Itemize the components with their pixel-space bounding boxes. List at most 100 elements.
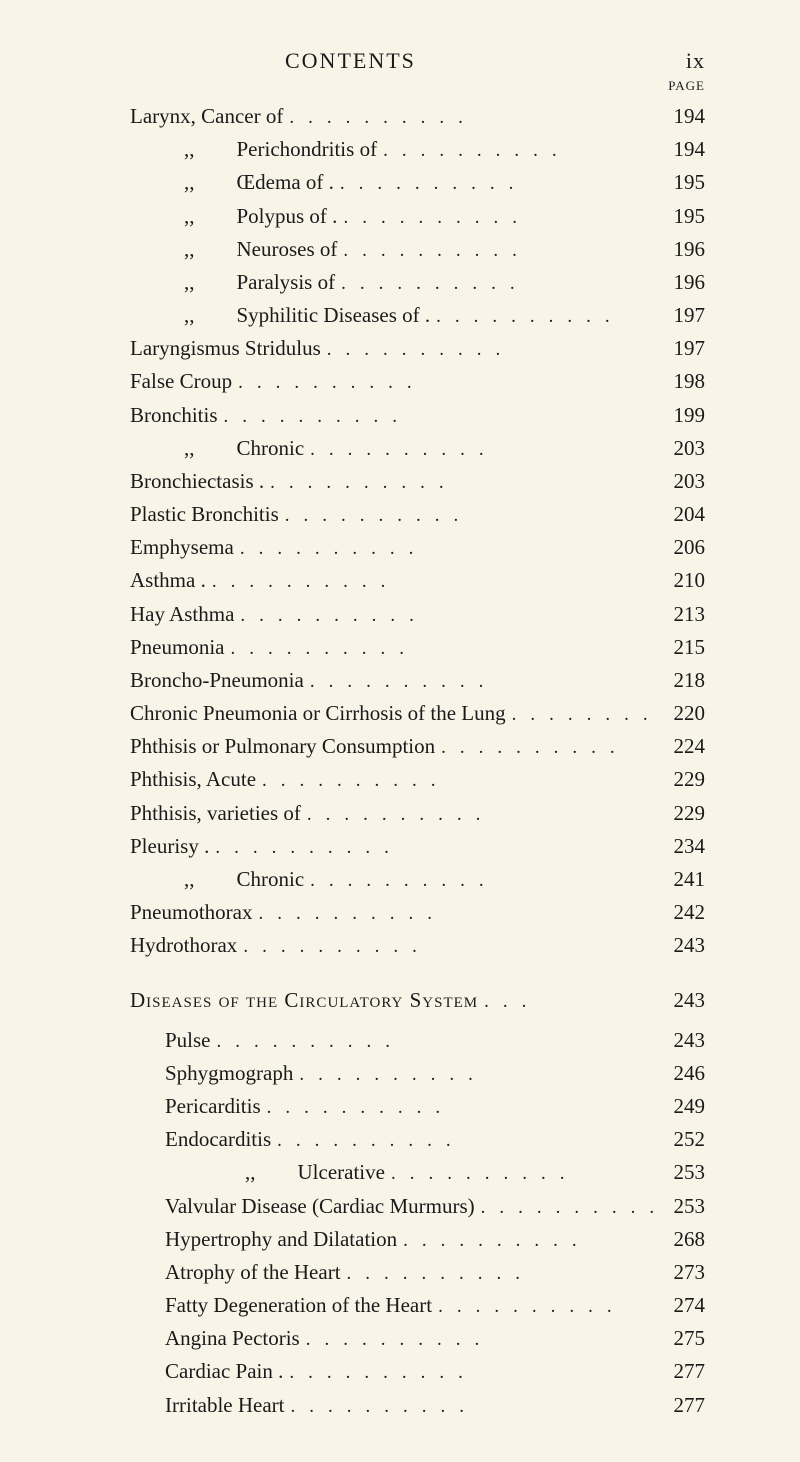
toc-page-number: 220 bbox=[661, 697, 705, 730]
toc-page-number: 268 bbox=[661, 1223, 705, 1256]
leader-dots: .......... bbox=[307, 800, 655, 830]
toc-page-number: 246 bbox=[661, 1057, 705, 1090]
leader-dots: .......... bbox=[343, 203, 655, 233]
toc-page-number: 196 bbox=[661, 266, 705, 299]
toc-row: Hypertrophy and Dilatation..........268 bbox=[165, 1223, 705, 1256]
toc-page-number: 199 bbox=[661, 399, 705, 432]
toc-page-number: 204 bbox=[661, 498, 705, 531]
toc-page-number: 229 bbox=[661, 763, 705, 796]
toc-row: Emphysema..........206 bbox=[130, 531, 705, 564]
toc-label: ,, Perichondritis of bbox=[184, 133, 377, 166]
leader-dots: .......... bbox=[481, 1193, 655, 1223]
toc-label: Phthisis or Pulmonary Consumption bbox=[130, 730, 435, 763]
toc-label: ,, Polypus of . bbox=[184, 200, 337, 233]
leader-dots: .......... bbox=[262, 766, 655, 796]
toc-row: Hydrothorax..........243 bbox=[130, 929, 705, 962]
toc-row: Laryngismus Stridulus..........197 bbox=[130, 332, 705, 365]
leader-dots: .......... bbox=[267, 1093, 655, 1123]
toc-row: ,, Chronic..........203 bbox=[130, 432, 705, 465]
toc-row: Cardiac Pain ...........277 bbox=[165, 1355, 705, 1388]
toc-page-number: 218 bbox=[661, 664, 705, 697]
toc-label: ,, Neuroses of bbox=[184, 233, 337, 266]
leader-dots: .......... bbox=[512, 700, 655, 730]
header-row: CONTENTS ix bbox=[130, 48, 705, 74]
toc-page-number: 243 bbox=[661, 1024, 705, 1057]
page-container: CONTENTS ix PAGE Larynx, Cancer of......… bbox=[0, 0, 800, 1462]
toc-page-number: 249 bbox=[661, 1090, 705, 1123]
toc-row: Larynx, Cancer of..........194 bbox=[130, 100, 705, 133]
toc-page-number: 197 bbox=[661, 299, 705, 332]
toc-row: Phthisis or Pulmonary Consumption.......… bbox=[130, 730, 705, 763]
toc-label: Hypertrophy and Dilatation bbox=[165, 1223, 397, 1256]
leader-dots: .......... bbox=[341, 269, 655, 299]
toc-label: Broncho-Pneumonia bbox=[130, 664, 304, 697]
leader-dots: .......... bbox=[436, 302, 655, 332]
leader-dots: .......... bbox=[438, 1292, 655, 1322]
toc-row: Fatty Degeneration of the Heart.........… bbox=[165, 1289, 705, 1322]
toc-page-number: 203 bbox=[661, 465, 705, 498]
leader-dots: .......... bbox=[306, 1325, 655, 1355]
section-heading: Diseases of the Circulatory System bbox=[130, 984, 478, 1017]
toc-label: Emphysema bbox=[130, 531, 234, 564]
toc-row: ,, Syphilitic Diseases of ...........197 bbox=[130, 299, 705, 332]
toc-row: ,, Chronic..........241 bbox=[130, 863, 705, 896]
toc-row: Endocarditis..........252 bbox=[165, 1123, 705, 1156]
toc-row: Broncho-Pneumonia..........218 bbox=[130, 664, 705, 697]
leader-dots: .......... bbox=[291, 1392, 655, 1422]
leader-dots: .......... bbox=[258, 899, 655, 929]
leader-dots: .......... bbox=[299, 1060, 655, 1090]
leader-dots: .......... bbox=[310, 667, 655, 697]
toc-row: Bronchiectasis ...........203 bbox=[130, 465, 705, 498]
toc-page-number: 274 bbox=[661, 1289, 705, 1322]
toc-label: Irritable Heart bbox=[165, 1389, 285, 1422]
leader-dots: .......... bbox=[327, 335, 655, 365]
toc-page-number: 197 bbox=[661, 332, 705, 365]
leader-dots: .......... bbox=[240, 601, 655, 631]
toc-row: Angina Pectoris..........275 bbox=[165, 1322, 705, 1355]
toc-page-number: 224 bbox=[661, 730, 705, 763]
toc-page-number: 206 bbox=[661, 531, 705, 564]
toc-page-number: 215 bbox=[661, 631, 705, 664]
toc-label: ,, Chronic bbox=[184, 863, 304, 896]
leader-dots: .......... bbox=[289, 103, 655, 133]
toc-row: Pleurisy ...........234 bbox=[130, 830, 705, 863]
leader-dots: .......... bbox=[215, 833, 655, 863]
leader-dots: .......... bbox=[231, 634, 656, 664]
toc-page-number: 242 bbox=[661, 896, 705, 929]
toc-page-number: 277 bbox=[661, 1355, 705, 1388]
toc-row: Atrophy of the Heart..........273 bbox=[165, 1256, 705, 1289]
toc-label: Valvular Disease (Cardiac Murmurs) bbox=[165, 1190, 475, 1223]
toc-label: Pulse bbox=[165, 1024, 211, 1057]
section-heading-row: Diseases of the Circulatory System ... 2… bbox=[130, 984, 705, 1017]
leader-dots: .......... bbox=[310, 866, 655, 896]
leader-dots: .......... bbox=[343, 236, 655, 266]
toc-page-number: 198 bbox=[661, 365, 705, 398]
toc-label: Sphygmograph bbox=[165, 1057, 293, 1090]
leader-dots: .......... bbox=[403, 1226, 655, 1256]
toc-label: ,, Œdema of . bbox=[184, 166, 334, 199]
header-page-roman: ix bbox=[686, 48, 705, 74]
toc-page-number: 253 bbox=[661, 1190, 705, 1223]
toc-row: Pulse..........243 bbox=[165, 1024, 705, 1057]
toc-label: Cardiac Pain . bbox=[165, 1355, 283, 1388]
leader-dots: .......... bbox=[340, 169, 655, 199]
toc-label: False Croup bbox=[130, 365, 232, 398]
toc-row: Hay Asthma..........213 bbox=[130, 598, 705, 631]
toc-page-number: 243 bbox=[661, 929, 705, 962]
toc-label: Phthisis, varieties of bbox=[130, 797, 301, 830]
toc-page-number: 241 bbox=[661, 863, 705, 896]
toc-row: Phthisis, Acute..........229 bbox=[130, 763, 705, 796]
leader-dots: .......... bbox=[285, 501, 655, 531]
toc-label: Endocarditis bbox=[165, 1123, 271, 1156]
toc-page-number: 277 bbox=[661, 1389, 705, 1422]
header-title: CONTENTS bbox=[285, 48, 416, 74]
toc-page-number: 273 bbox=[661, 1256, 705, 1289]
toc-label: Plastic Bronchitis bbox=[130, 498, 279, 531]
toc-page-number: 210 bbox=[661, 564, 705, 597]
toc-label: ,, Chronic bbox=[184, 432, 304, 465]
toc-label: Phthisis, Acute bbox=[130, 763, 256, 796]
toc-page-number: 253 bbox=[661, 1156, 705, 1189]
toc-page-number: 195 bbox=[661, 166, 705, 199]
section-gap bbox=[130, 962, 705, 984]
leader-dots: .......... bbox=[310, 435, 655, 465]
